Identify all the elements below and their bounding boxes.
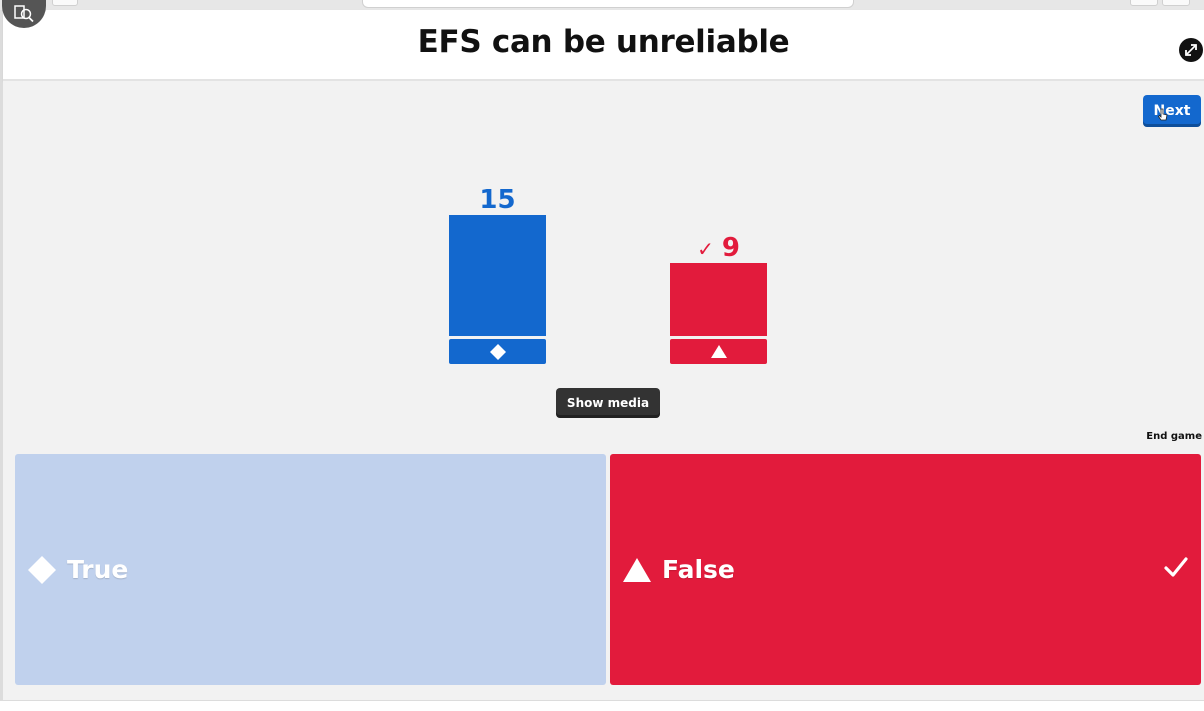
result-count-value: 9 — [721, 233, 740, 263]
browser-button-stub — [1130, 0, 1158, 6]
fullscreen-button[interactable] — [1179, 38, 1203, 62]
fullscreen-icon — [1185, 44, 1197, 56]
result-bar-foot-true — [449, 339, 546, 364]
triangle-icon — [623, 557, 651, 582]
answer-true[interactable]: True — [15, 454, 606, 685]
diamond-icon — [489, 343, 506, 360]
question-header: EFS can be unreliable — [3, 10, 1204, 81]
address-bar[interactable] — [362, 0, 854, 8]
magnifier-icon — [14, 5, 34, 23]
correct-check-icon — [1164, 557, 1188, 577]
end-game-link[interactable]: End game — [1146, 431, 1202, 442]
diamond-icon — [28, 555, 56, 584]
result-bar-false — [670, 263, 767, 336]
answer-false[interactable]: False — [610, 454, 1201, 685]
result-count-value: 15 — [479, 185, 516, 215]
bottom-strip — [0, 700, 1204, 711]
pointer-cursor-icon — [1158, 108, 1168, 121]
correct-check-icon: ✓ — [697, 237, 714, 261]
question-title: EFS can be unreliable — [417, 24, 790, 60]
result-count-false: ✓ 9 — [670, 235, 767, 261]
triangle-icon — [710, 345, 727, 358]
result-count-true: 15 — [449, 187, 546, 213]
answer-false-label: False — [662, 555, 735, 584]
browser-button-stub — [1162, 0, 1190, 6]
browser-tab-stub — [52, 0, 78, 6]
result-bar-true — [449, 215, 546, 336]
result-bar-foot-false — [670, 339, 767, 364]
answer-true-label: True — [67, 555, 129, 584]
show-media-button[interactable]: Show media — [556, 388, 660, 418]
window-edge — [0, 10, 3, 710]
